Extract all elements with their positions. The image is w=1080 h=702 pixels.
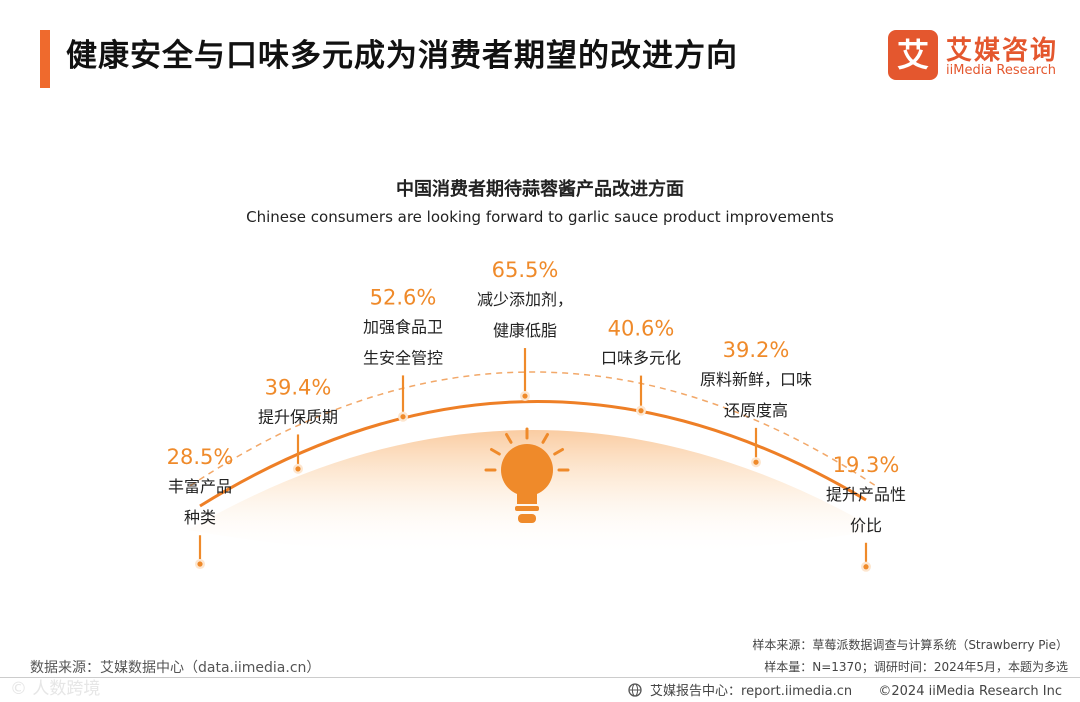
sample-source: 样本来源：草莓派数据调查与计算系统（Strawberry Pie） <box>752 638 1068 652</box>
globe-icon <box>628 683 642 697</box>
value-label: 65.5% <box>492 258 559 282</box>
category-label: 提升产品性 <box>826 485 906 504</box>
copyright: ©2024 iiMedia Research Inc <box>878 684 1062 699</box>
value-label: 19.3% <box>833 453 900 477</box>
page-title: 健康安全与口味多元成为消费者期望的改进方向 <box>66 38 738 74</box>
title-accent-bar <box>40 30 50 88</box>
data-point-2: 提升保质期 39.4% <box>258 375 338 474</box>
point-dot <box>197 561 203 567</box>
category-label: 口味多元化 <box>601 349 681 368</box>
data-point-3: 生安全管控 加强食品卫 52.6% <box>363 285 443 422</box>
watermark: © 人数跨境 <box>10 679 101 699</box>
lightbulb-icon <box>484 427 570 523</box>
logo-text-cn: 艾媒咨询 <box>946 36 1059 66</box>
data-point-1: 种类 丰富产品 28.5% <box>167 445 234 570</box>
data-source: 数据来源：艾媒数据中心（data.iimedia.cn） <box>30 660 321 676</box>
logo-text-en: iiMedia Research <box>946 63 1057 78</box>
data-point-7: 价比 提升产品性 19.3% <box>826 453 906 572</box>
iimedia-logo: 艾 艾媒咨询 iiMedia Research <box>888 30 1068 86</box>
category-label: 提升保质期 <box>258 407 338 426</box>
point-dot <box>295 466 301 472</box>
value-label: 28.5% <box>167 445 234 469</box>
data-point-5: 口味多元化 40.6% <box>601 317 681 416</box>
point-dot <box>753 459 759 465</box>
solid-arc <box>199 400 867 508</box>
category-label: 生安全管控 <box>363 348 443 367</box>
value-label: 39.4% <box>265 375 332 399</box>
data-point-4: 健康低脂 减少添加剂， 65.5% <box>477 258 573 402</box>
point-dot <box>400 414 406 420</box>
value-label: 40.6% <box>608 317 675 341</box>
category-label: 原料新鲜，口味 <box>700 370 812 389</box>
category-label: 种类 <box>184 508 216 527</box>
footer-divider <box>0 677 1080 678</box>
footer-bottom: 艾媒报告中心：report.iimedia.cn ©2024 iiMedia R… <box>628 680 1062 699</box>
category-label: 加强食品卫 <box>363 317 443 336</box>
logo-mark: 艾 <box>888 30 938 80</box>
category-label: 丰富产品 <box>168 477 232 496</box>
category-label: 还原度高 <box>724 401 788 420</box>
data-point-6: 还原度高 原料新鲜，口味 39.2% <box>700 338 812 468</box>
report-center-link[interactable]: 艾媒报告中心：report.iimedia.cn <box>650 684 853 699</box>
category-label: 减少添加剂， <box>477 290 573 309</box>
dashed-arc <box>189 371 877 487</box>
value-label: 39.2% <box>723 338 790 362</box>
point-dot <box>863 564 869 570</box>
value-label: 52.6% <box>370 285 437 309</box>
chart-title: 中国消费者期待蒜蓉酱产品改进方面 <box>396 179 684 200</box>
category-label: 价比 <box>850 516 882 535</box>
point-dot <box>638 408 644 414</box>
sample-info: 样本来源：草莓派数据调查与计算系统（Strawberry Pie） 样本量：N=… <box>752 634 1068 678</box>
point-dot <box>522 393 528 399</box>
sample-size: 样本量：N=1370；调研时间：2024年5月，本题为多选 <box>764 660 1068 674</box>
category-label: 健康低脂 <box>493 321 557 340</box>
chart-subtitle: Chinese consumers are looking forward to… <box>246 208 834 226</box>
